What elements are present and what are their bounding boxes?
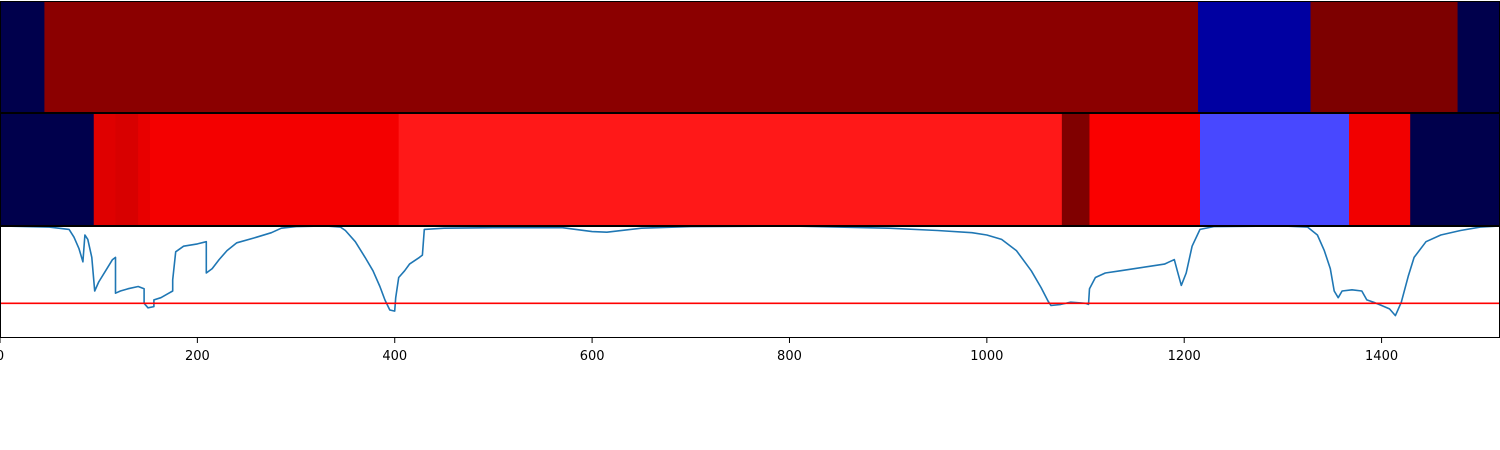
middle-band-segment-1	[93, 113, 116, 226]
top-band-segment-2	[1198, 1, 1312, 113]
middle-band-segment-7	[1089, 113, 1201, 226]
middle-band-segment-5	[398, 113, 1063, 226]
top-band-segment-3	[1310, 1, 1459, 113]
line-panel-background	[0, 226, 1500, 338]
x-tick-label: 600	[580, 349, 605, 364]
middle-band-segment-3	[138, 113, 151, 226]
middle-band-segment-2	[115, 113, 139, 226]
x-tick-label: 0	[0, 349, 4, 364]
x-tick-label: 1200	[1168, 349, 1201, 364]
middle-heat-band	[0, 113, 1500, 226]
middle-band-segment-6	[1061, 113, 1090, 226]
middle-band-segment-0	[0, 113, 95, 226]
x-tick-label: 200	[185, 349, 210, 364]
top-heat-band	[0, 1, 1500, 113]
x-tick-label: 1400	[1365, 349, 1398, 364]
middle-band-segment-10	[1410, 113, 1500, 226]
middle-band-segment-4	[150, 113, 400, 226]
signal-line-panel	[0, 225, 1500, 338]
x-tick-label: 1000	[970, 349, 1003, 364]
top-band-segment-4	[1457, 1, 1500, 113]
middle-band-segment-8	[1200, 113, 1350, 226]
signal-line-0	[0, 225, 1500, 317]
x-tick-label: 400	[382, 349, 407, 364]
top-band-segment-0	[0, 1, 45, 113]
middle-band-segment-9	[1349, 113, 1411, 226]
x-tick-label: 800	[777, 349, 802, 364]
top-band-segment-1	[44, 1, 1199, 113]
x-axis: 0 200 400 600 800 1000 1200 1400	[0, 338, 1398, 364]
